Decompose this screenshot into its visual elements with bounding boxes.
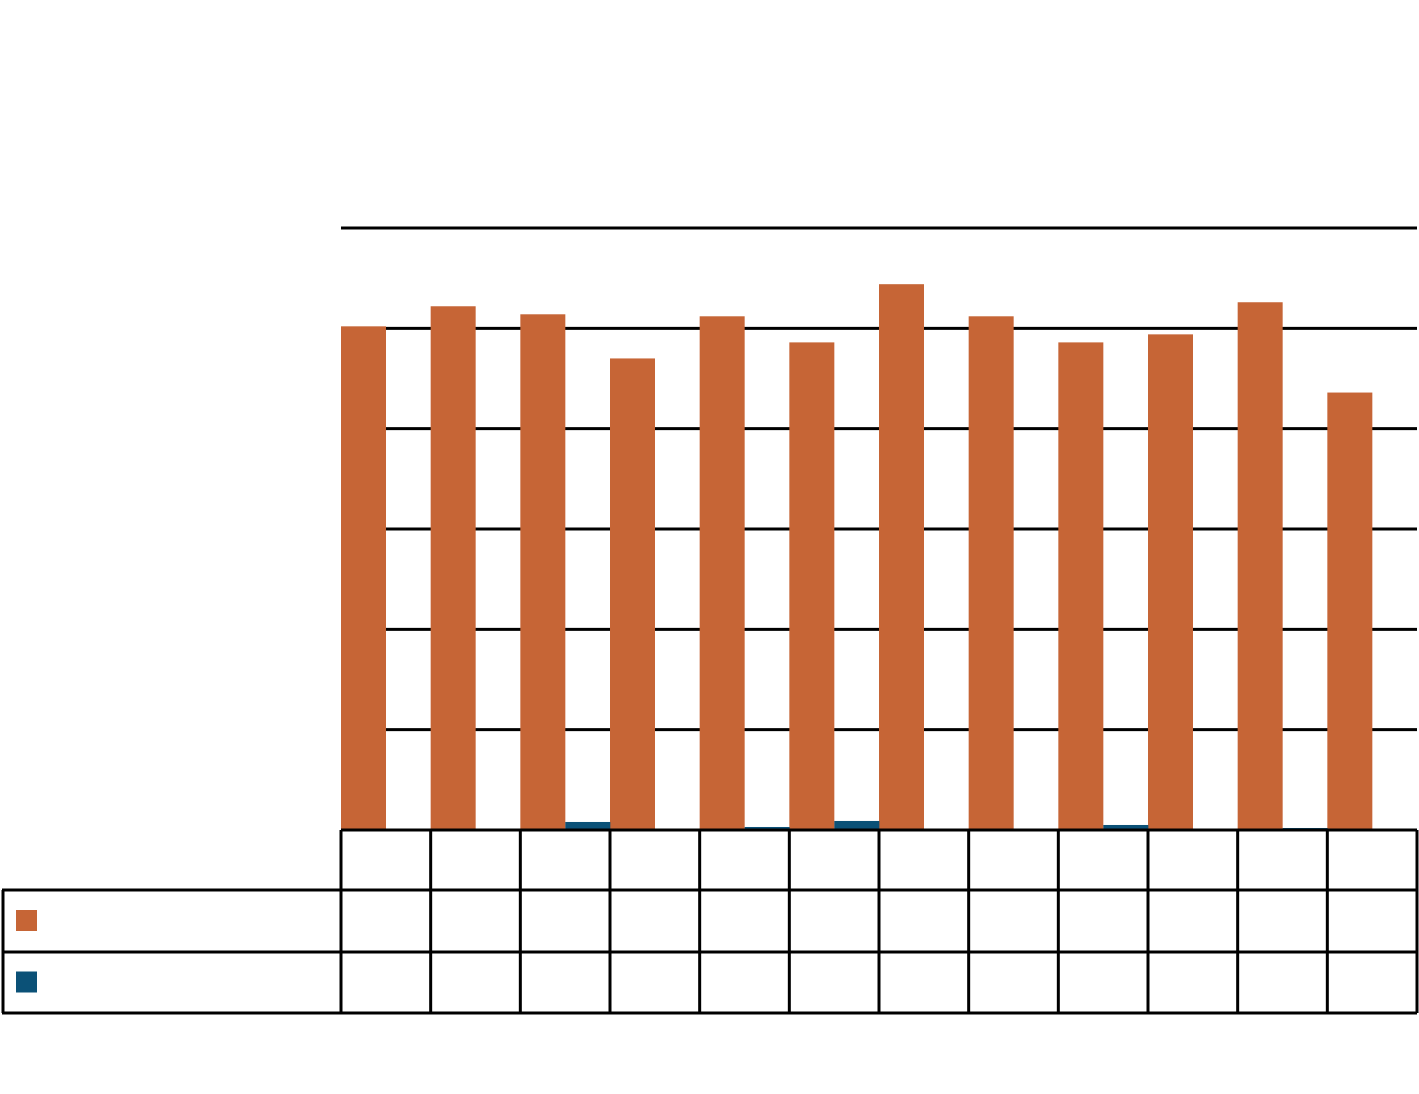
bar-series2-3 [565,821,611,830]
bar-series1-8 [968,316,1014,830]
bar-series1-7 [879,284,924,831]
legend-swatch-series2 [16,971,37,993]
bar-series1-1 [341,326,386,830]
bar-series1-3 [520,314,566,831]
bar-series1-10 [1148,334,1193,830]
bar-series1-4 [610,358,655,830]
bar-series1-6 [789,342,835,830]
bar-series2-9 [1103,824,1149,830]
bar-series2-6 [834,820,880,830]
legend-swatch-series1 [16,910,37,931]
bar-series1-12 [1327,392,1373,830]
bar-series1-2 [430,306,476,830]
bar-series1-11 [1237,302,1283,830]
bar-series1-9 [1058,342,1104,830]
bar-series2-5 [744,826,790,830]
bar-series1-5 [699,316,745,830]
